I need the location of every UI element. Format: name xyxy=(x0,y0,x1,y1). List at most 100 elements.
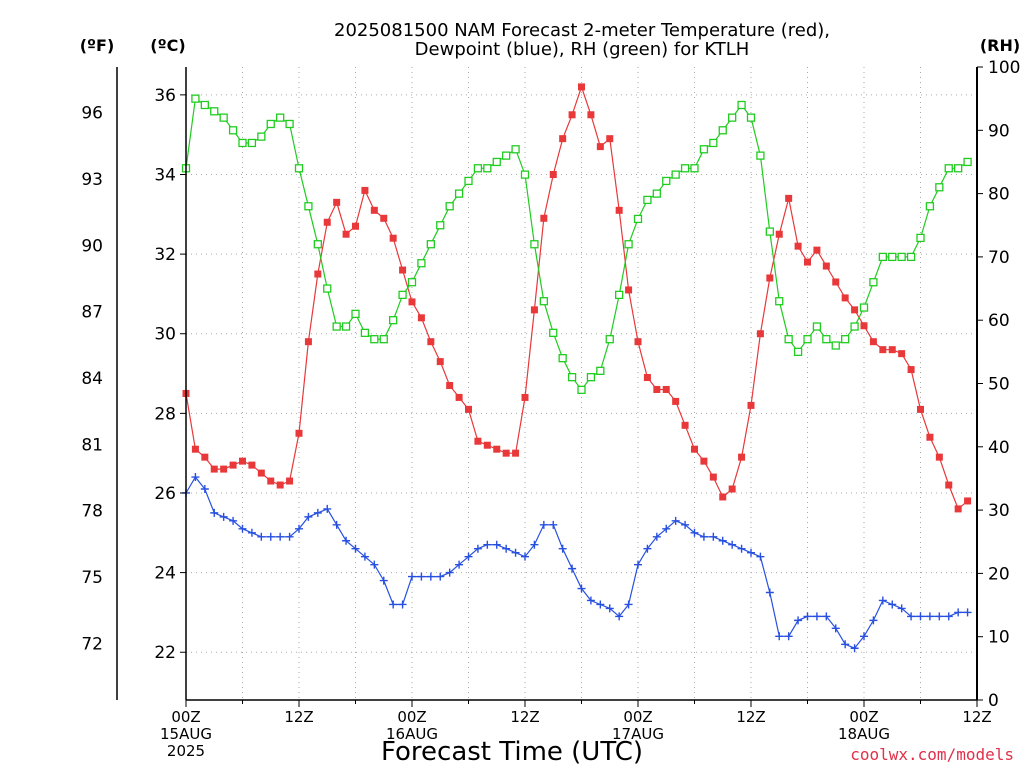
dewpoint-point xyxy=(492,540,501,549)
dewpoint-point xyxy=(954,608,963,617)
temperature-point xyxy=(672,397,680,405)
x-tick-label: 00Z xyxy=(623,708,652,726)
temperature-point xyxy=(964,497,972,505)
temperature-point xyxy=(210,465,218,473)
rh-point xyxy=(746,113,756,122)
x-tick-label: 00Z xyxy=(171,708,200,726)
dewpoint-point xyxy=(360,552,369,561)
rh-point xyxy=(341,322,351,331)
dewpoint-point xyxy=(652,532,661,541)
temperature-point xyxy=(662,385,670,393)
temperature-point xyxy=(540,214,548,222)
dewpoint-point xyxy=(549,520,558,529)
celsius-tick-label: 32 xyxy=(154,245,176,265)
x-tick-label: 00Z xyxy=(397,708,426,726)
dewpoint-point xyxy=(634,560,642,569)
dewpoint-point xyxy=(568,564,577,573)
rh-point xyxy=(276,113,285,122)
dewpoint-point xyxy=(539,520,548,529)
rh-point xyxy=(379,335,388,344)
celsius-tick-label: 26 xyxy=(154,484,176,504)
rh-point xyxy=(906,252,916,262)
rh-point xyxy=(530,240,539,249)
rh-point xyxy=(596,366,605,375)
dewpoint-point xyxy=(238,524,247,533)
x-tick-label: 12Z xyxy=(962,708,991,726)
dewpoint-point xyxy=(925,612,934,621)
fahrenheit-tick-label: 78 xyxy=(81,502,103,522)
rh-point xyxy=(520,170,530,179)
temperature-point xyxy=(578,83,585,91)
temperature-point xyxy=(408,298,416,306)
temperature-point xyxy=(304,338,312,346)
rh-point xyxy=(662,176,671,186)
temperature-point xyxy=(483,441,491,449)
temperature-point xyxy=(841,294,849,302)
dewpoint-point xyxy=(907,612,916,621)
dewpoint-point xyxy=(521,552,529,561)
temperature-point xyxy=(342,230,350,238)
dewpoint-point xyxy=(690,528,699,537)
celsius-tick-label: 30 xyxy=(154,325,176,345)
celsius-tick-label: 24 xyxy=(154,564,176,584)
dewpoint-point xyxy=(916,612,925,621)
dewpoint-point xyxy=(596,600,605,609)
temperature-point xyxy=(606,135,614,143)
temperature-point xyxy=(756,330,764,338)
temperature-point xyxy=(691,445,698,453)
temperature-point xyxy=(907,366,915,374)
temperature-point xyxy=(399,266,407,274)
rh-point xyxy=(605,335,614,344)
dewpoint-line xyxy=(185,476,968,649)
dewpoint-point xyxy=(681,520,690,529)
dewpoint-point xyxy=(963,608,972,617)
temperature-point xyxy=(427,338,435,346)
chart-title-line1: 2025081500 NAM Forecast 2-meter Temperat… xyxy=(334,20,830,41)
rh-point xyxy=(247,138,257,148)
celsius-unit-label: (ºC) xyxy=(150,36,185,55)
temperature-point xyxy=(446,381,454,389)
x-tick-label: 12Z xyxy=(510,708,539,726)
rh-point xyxy=(191,94,200,103)
rh-tick-label: 10 xyxy=(988,628,1010,648)
temperature-point xyxy=(917,405,924,413)
dewpoint-point xyxy=(841,640,850,649)
dewpoint-point xyxy=(313,508,322,517)
rh-point xyxy=(228,126,238,135)
rh-point xyxy=(266,119,275,129)
dewpoint-point xyxy=(586,596,595,605)
fahrenheit-tick-label: 81 xyxy=(81,435,103,455)
rh-point xyxy=(398,290,407,300)
rh-point xyxy=(464,176,473,186)
rh-point xyxy=(483,164,492,173)
dewpoint-point xyxy=(831,624,840,633)
x-tick-label: 12Z xyxy=(284,708,313,726)
rh-point xyxy=(680,164,690,173)
rh-point xyxy=(558,354,567,363)
rh-point xyxy=(238,138,247,148)
dewpoint-point xyxy=(473,544,482,553)
rh-point xyxy=(643,195,652,205)
dewpoint-point xyxy=(426,572,435,581)
temperature-point xyxy=(361,186,369,194)
rh-point xyxy=(210,107,219,116)
fahrenheit-tick-label: 87 xyxy=(81,303,103,323)
temperature-point xyxy=(323,218,331,226)
rh-point xyxy=(709,138,718,148)
temperature-point xyxy=(220,465,228,473)
dewpoint-point xyxy=(775,632,784,641)
rh-point xyxy=(690,164,699,173)
rh-tick-label: 60 xyxy=(988,311,1010,331)
temperature-point xyxy=(935,453,943,461)
temperature-point xyxy=(822,262,830,270)
dewpoint-point xyxy=(662,524,671,533)
rh-point xyxy=(671,170,680,179)
rh-point xyxy=(878,252,887,262)
rh-point xyxy=(793,347,803,357)
temperature-point xyxy=(719,493,727,501)
temperature-point xyxy=(568,111,576,119)
temperature-point xyxy=(700,457,708,465)
temperature-point xyxy=(352,222,359,230)
dewpoint-point xyxy=(266,532,275,541)
